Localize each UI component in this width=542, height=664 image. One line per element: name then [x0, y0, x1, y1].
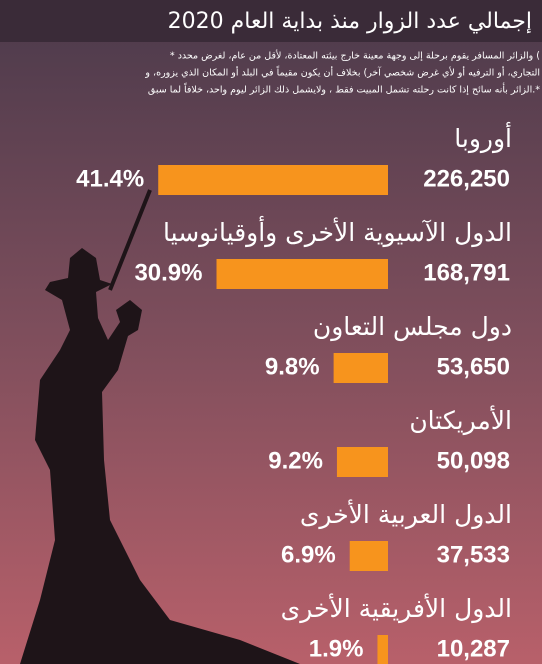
chart-title: إجمالي عدد الزوار منذ بداية العام 2020 — [168, 9, 532, 34]
count-label: 50,098 — [437, 447, 510, 474]
category-label: الدول العربية الأخرى — [300, 498, 512, 530]
category-label: الدول الأفريقية الأخرى — [281, 592, 512, 624]
count-label: 53,650 — [437, 353, 510, 380]
count-label: 226,250 — [423, 165, 510, 192]
note-line: * والزائر المسافر يقوم برحلة إلى وجهة مع… — [170, 50, 540, 62]
bar — [158, 165, 388, 195]
share-label: 9.2% — [268, 447, 323, 474]
category-label: الأمريكتان — [409, 404, 512, 436]
share-label: 9.8% — [265, 353, 320, 380]
share-label: 30.9% — [134, 259, 202, 286]
title-bar — [0, 0, 542, 42]
walking-stick — [108, 189, 152, 291]
category-label: دول مجلس التعاون — [313, 312, 512, 342]
count-label: 10,287 — [437, 635, 510, 662]
bar — [216, 259, 388, 289]
share-label: 1.9% — [309, 635, 364, 662]
count-label: 168,791 — [423, 259, 510, 286]
share-label: 41.4% — [76, 165, 144, 192]
share-label: 6.9% — [281, 541, 336, 568]
count-label: 37,533 — [437, 541, 510, 568]
bar — [333, 353, 388, 383]
hiker-silhouette — [20, 248, 300, 664]
note-line: الزائر بأنه سائح إذا كانت رحلته تشمل الم… — [148, 82, 540, 95]
note-line: التجاري، أو الترفيه أو لأي غرض شخصي آخر)… — [144, 65, 540, 78]
category-label: الدول الآسيوية الأخرى وأوقيانوسيا — [163, 215, 512, 248]
category-label: أوروبا — [454, 121, 512, 154]
bar — [336, 447, 388, 477]
bar — [377, 635, 388, 664]
bar — [349, 541, 388, 571]
